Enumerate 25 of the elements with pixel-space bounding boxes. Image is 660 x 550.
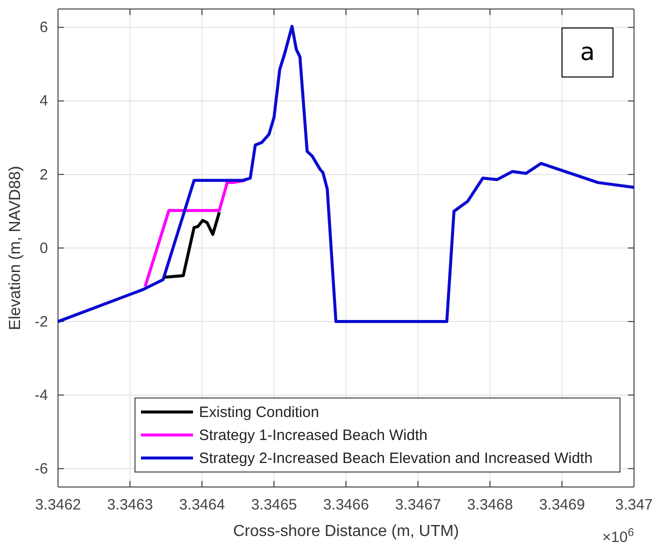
x-tick-label: 3.3463 [107, 496, 153, 514]
y-tick-label: 2 [40, 166, 48, 184]
line-series [56, 24, 636, 324]
y-tick-label: 0 [40, 240, 48, 257]
x-tick-label: 3.3469 [539, 496, 585, 514]
legend-label: Strategy 1-Increased Beach Width [199, 427, 428, 444]
x-axis-title: Cross-shore Distance (m, UTM) [233, 523, 459, 540]
x-tick-label: 3.3462 [35, 496, 81, 514]
x-tick-label: 3.347 [615, 496, 653, 514]
y-tick-label: 4 [40, 92, 48, 110]
legend-label: Strategy 2-Increased Beach Elevation and Increased Width [199, 450, 593, 467]
y-tick-label: 6 [40, 19, 48, 36]
line-series [144, 178, 247, 288]
y-tick-label: -4 [34, 386, 48, 404]
x-tick-label: 3.3468 [467, 496, 513, 514]
text: ×10$^{6}$ [602, 527, 634, 546]
x-tick-label: 3.3465 [251, 496, 297, 514]
x-tick-label: 3.3464 [179, 496, 225, 514]
legend-label: Existing Condition [199, 404, 320, 421]
y-tick-label: -6 [34, 460, 48, 478]
annotation: a [580, 38, 595, 66]
x-tick-label: 3.3466 [323, 496, 369, 514]
x-tick-label: 3.3467 [395, 496, 441, 514]
y-axis-title: Elevation (m, NAVD88) [7, 166, 24, 330]
y-tick-label: -2 [34, 313, 48, 330]
